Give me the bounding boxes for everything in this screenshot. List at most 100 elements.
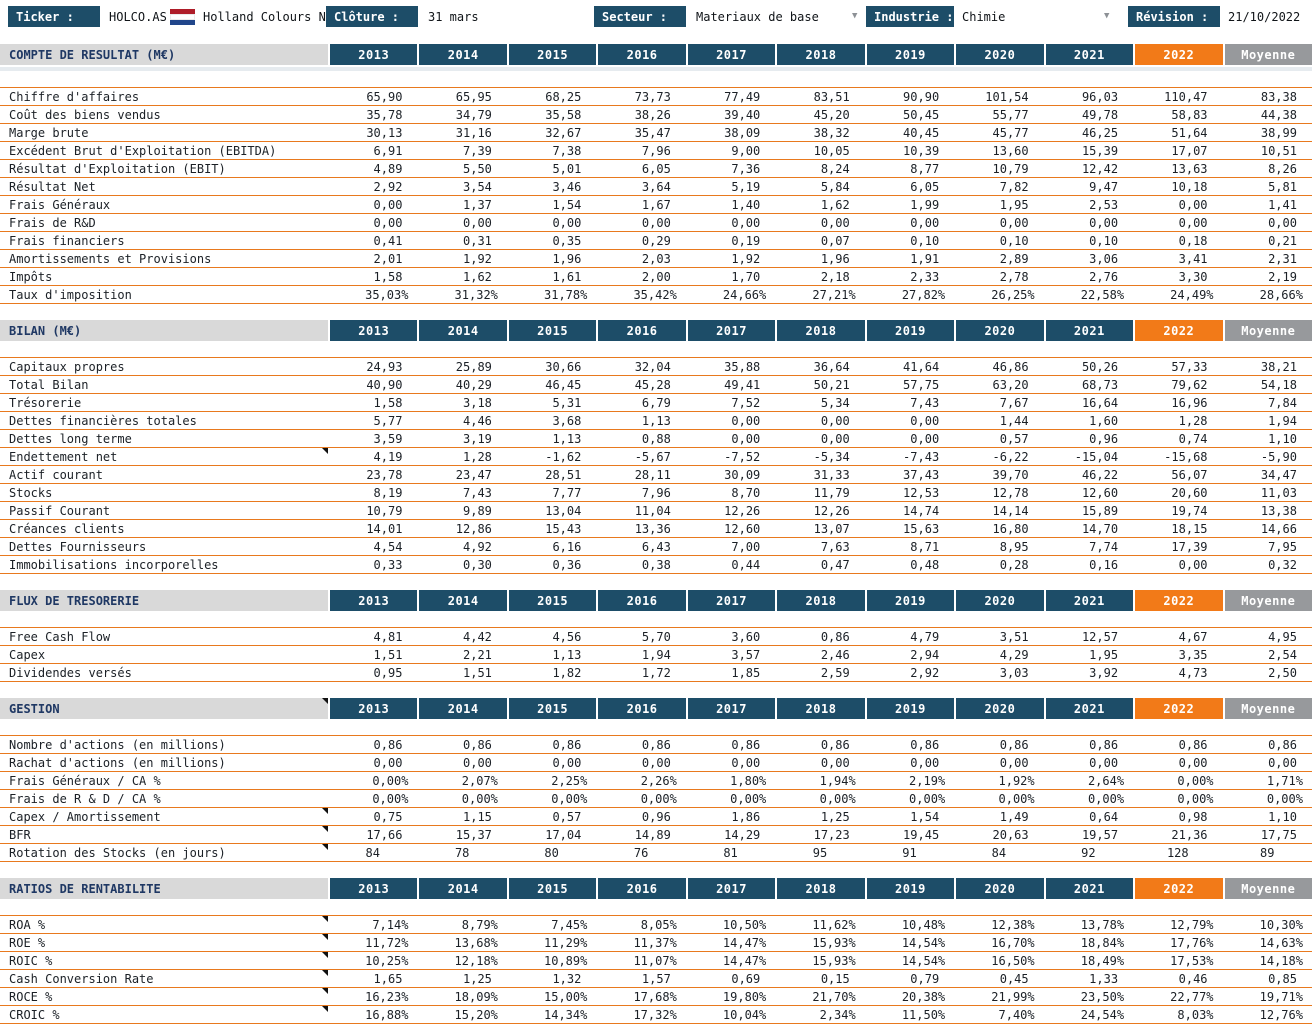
value-cell: 39,40 <box>724 107 761 122</box>
value-cell: 0,00% <box>551 791 588 806</box>
value-cell: 56,07 <box>1171 467 1208 482</box>
row-label: Rotation des Stocks (en jours) <box>0 844 328 861</box>
value-cell: 1,33 <box>1089 971 1119 986</box>
value-cell: 44,38 <box>1260 107 1297 122</box>
value-cell: 0,00% <box>372 791 409 806</box>
comment-marker-icon <box>322 934 328 940</box>
value-cell: 0,00% <box>461 791 498 806</box>
table-row-dividendes-vers-s: Dividendes versés 0,95 1,51 1,82 1,72 1,85 2,5… <box>0 664 1312 682</box>
row-label: Résultat Net <box>9 179 96 194</box>
value-cell: 0,00% <box>1177 791 1214 806</box>
value-cell: 32,04 <box>634 359 671 374</box>
value-cell: 1,44 <box>999 413 1029 428</box>
value-cell: 13,04 <box>545 503 582 518</box>
value-cell: 1,10 <box>1268 431 1297 446</box>
value-cell: 0,00 <box>1178 755 1208 770</box>
value-cell: 7,14% <box>372 917 409 932</box>
value-cell: 1,41 <box>1268 197 1297 212</box>
value-cell: 17,23 <box>813 827 850 842</box>
year-header-2018: 2018 <box>777 320 865 341</box>
value-cell: 3,06 <box>1089 251 1119 266</box>
value-cell: 2,07% <box>461 773 498 788</box>
value-cell: 23,47 <box>455 467 492 482</box>
ticker-input[interactable]: HOLCO.AS <box>109 10 167 24</box>
value-cell: 0,47 <box>820 557 850 572</box>
year-header-2022: 2022 <box>1135 698 1223 719</box>
row-label: Taux d'imposition <box>9 287 132 302</box>
value-cell: 18,84% <box>1080 935 1125 950</box>
value-cell: 40,29 <box>455 377 492 392</box>
value-cell: 5,34 <box>820 395 850 410</box>
value-cell: -7,43 <box>903 449 940 464</box>
value-cell: 1,60 <box>1089 413 1119 428</box>
value-cell: 7,43 <box>463 485 492 500</box>
table-row-endettement-net: Endettement net 4,19 1,28 -1,62 -5,67 -7,52 -5… <box>0 448 1312 466</box>
value-cell: 2,78 <box>999 269 1029 284</box>
section-title: BILAN (M€) <box>0 320 328 341</box>
row-label: Dividendes versés <box>9 665 132 680</box>
secteur-dropdown-arrow-icon[interactable]: ▼ <box>852 11 858 21</box>
value-cell: 2,76 <box>1089 269 1119 284</box>
value-cell: 1,25 <box>463 971 492 986</box>
value-cell: 8,03% <box>1177 1007 1214 1022</box>
value-cell: 57,33 <box>1171 359 1208 374</box>
value-cell: 50,21 <box>813 377 850 392</box>
value-cell: 30,66 <box>545 359 582 374</box>
value-cell: 0,00% <box>640 791 677 806</box>
year-header-2017: 2017 <box>687 320 776 341</box>
table-row-immobilisations-incorporelles: Immobilisations incorporelles 0,33 0,30 0,3… <box>0 556 1312 574</box>
row-label: ROE % <box>0 934 328 951</box>
value-cell: 12,53 <box>903 485 940 500</box>
value-cell: 2,25% <box>551 773 588 788</box>
year-header-2021: 2021 <box>1045 590 1134 611</box>
value-cell: 0,86 <box>552 737 582 752</box>
table-row-r-sultat-d-exploitation-ebit: Résultat d'Exploitation (EBIT) 4,89 5,50 5,… <box>0 160 1312 178</box>
table-row-rotation-des-stocks-en-jours: Rotation des Stocks (en jours) 84 78 80 76 81… <box>0 844 1312 862</box>
year-header-2015: 2015 <box>508 878 597 899</box>
value-cell: 2,18 <box>820 269 850 284</box>
industrie-dropdown-arrow-icon[interactable]: ▼ <box>1104 11 1110 21</box>
table-row-capex-amortissement: Capex / Amortissement 0,75 1,15 0,57 0,96 1,8… <box>0 808 1312 826</box>
value-cell: 0,00 <box>373 755 403 770</box>
value-cell: 0,86 <box>910 737 940 752</box>
value-cell: 20,63 <box>992 827 1029 842</box>
value-cell: 8,19 <box>373 485 403 500</box>
year-header-2013: 2013 <box>330 878 418 899</box>
value-cell: 32,67 <box>545 125 582 140</box>
value-cell: 5,01 <box>552 161 582 176</box>
value-cell: 16,80 <box>992 521 1029 536</box>
value-cell: 14,66 <box>1260 521 1297 536</box>
industrie-select[interactable]: Chimie <box>962 10 1006 24</box>
value-cell: 0,00 <box>463 755 492 770</box>
value-cell: 4,81 <box>373 629 403 644</box>
value-cell: 14,70 <box>1081 521 1119 536</box>
value-cell: -5,67 <box>634 449 671 464</box>
value-cell: 11,79 <box>813 485 850 500</box>
year-header-2018: 2018 <box>777 44 865 65</box>
value-cell: 91 <box>902 845 917 860</box>
value-cell: 54,18 <box>1260 377 1297 392</box>
table-row-cash-conversion-rate: Cash Conversion Rate 1,65 1,25 1,32 1,57 0,69… <box>0 970 1312 988</box>
value-cell: 1,86 <box>731 809 761 824</box>
secteur-select[interactable]: Materiaux de base <box>696 10 819 24</box>
value-cell: 1,54 <box>910 809 940 824</box>
comment-marker-icon <box>322 844 328 850</box>
value-cell: 0,00 <box>820 215 850 230</box>
section-rows: Chiffre d'affaires 65,90 65,95 68,25 73,73 77… <box>0 87 1312 304</box>
value-cell: 15,93% <box>812 953 856 968</box>
value-cell: 0,86 <box>820 629 850 644</box>
year-header-moyenne: Moyenne <box>1224 698 1312 719</box>
value-cell: 1,92% <box>998 773 1035 788</box>
value-cell: 1,61 <box>552 269 582 284</box>
value-cell: 12,38% <box>991 917 1035 932</box>
comment-marker-icon <box>322 952 328 958</box>
value-cell: 17,53% <box>1170 953 1214 968</box>
value-cell: 10,79 <box>992 161 1029 176</box>
row-label: Frais de R & D / CA % <box>9 791 161 806</box>
value-cell: 0,00 <box>1178 197 1208 212</box>
value-cell: 40,90 <box>366 377 403 392</box>
value-cell: 81 <box>723 845 738 860</box>
value-cell: 0,00 <box>910 431 940 446</box>
table-row-r-sultat-net: Résultat Net 2,92 3,54 3,46 3,64 5,19 5,84 6,05… <box>0 178 1312 196</box>
value-cell: 12,78 <box>992 485 1029 500</box>
